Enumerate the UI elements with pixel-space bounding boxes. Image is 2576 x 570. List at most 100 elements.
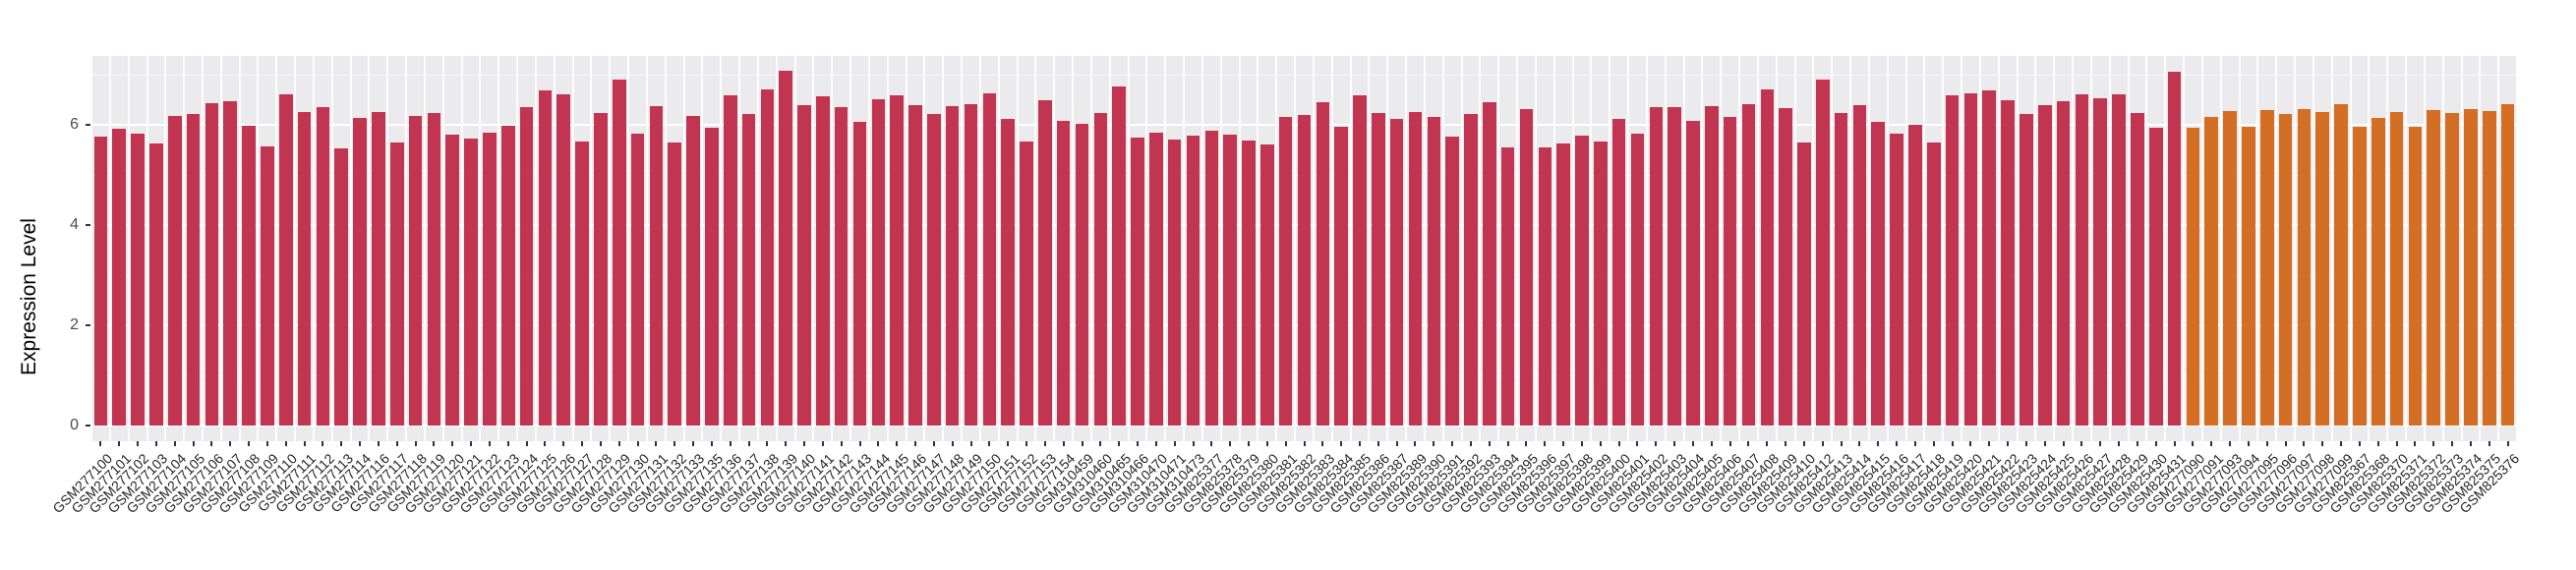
bar-GSM825423 [2020,114,2033,426]
vertical-gridline [978,56,981,441]
vertical-gridline [720,56,723,441]
x-tick-mark [1785,441,1787,446]
bar-GSM277128 [594,112,608,426]
bar-GSM825430 [2148,128,2163,426]
vertical-gridline [1534,56,1537,441]
x-tick-mark [673,441,676,446]
x-tick-mark [2488,441,2490,446]
x-tick-mark [2340,441,2343,446]
vertical-gridline [349,56,352,441]
vertical-gridline [1238,56,1241,441]
vertical-gridline [1904,56,1907,441]
vertical-gridline [793,56,796,441]
vertical-gridline [627,56,630,441]
vertical-gridline [1552,56,1555,441]
vertical-gridline [571,56,574,441]
vertical-gridline [2275,56,2278,441]
bar-GSM825395 [1519,108,1534,426]
x-tick-mark [137,441,140,446]
bar-GSM825368 [2371,117,2385,426]
x-tick-mark [173,441,176,446]
vertical-gridline [1405,56,1408,441]
bar-GSM825370 [2389,111,2404,426]
x-tick-mark [766,441,769,446]
bar-GSM825431 [2167,71,2182,426]
x-tick-mark [821,441,824,446]
x-tick-mark [655,441,658,446]
bar-GSM825427 [2093,97,2108,426]
vertical-gridline [1756,56,1759,441]
x-tick-mark [1913,441,1916,446]
y-axis-title: Expression Level [18,218,40,375]
bar-GSM277118 [408,116,423,426]
vertical-gridline [1349,56,1352,441]
bar-GSM825405 [1705,105,1719,426]
x-tick-mark [1840,441,1843,446]
vertical-gridline [2053,56,2056,441]
bar-GSM825409 [1779,107,1792,426]
bar-GSM825391 [1445,137,1459,426]
vertical-gridline [886,56,889,441]
x-tick-mark [1636,441,1639,446]
y-tick-mark [86,425,90,427]
x-tick-mark [544,441,547,446]
bar-GSM277153 [1038,100,1052,426]
vertical-gridline [441,56,444,441]
x-tick-mark [2321,441,2324,446]
bar-GSM825396 [1538,146,1552,426]
x-tick-mark [1081,441,1083,446]
vertical-gridline [423,56,426,441]
x-tick-mark [785,441,788,446]
vertical-gridline [479,56,482,441]
vertical-gridline [1738,56,1741,441]
x-tick-mark [2210,441,2213,446]
x-tick-mark [395,441,398,446]
vertical-gridline [460,56,463,441]
x-tick-mark [969,441,972,446]
bar-GSM825428 [2112,93,2126,426]
bar-GSM825419 [1945,95,1960,426]
bar-GSM825429 [2131,113,2144,426]
bar-GSM825413 [1834,112,1848,426]
vertical-gridline [2368,56,2371,441]
x-tick-mark [2024,441,2027,446]
vertical-gridline [2200,56,2203,441]
vertical-gridline [905,56,907,441]
bar-GSM825374 [2464,109,2478,426]
vertical-gridline [2423,56,2426,441]
bar-GSM277125 [538,90,553,426]
vertical-gridline [2108,56,2111,441]
x-tick-mark [1025,441,1028,446]
bar-GSM277124 [519,106,534,426]
vertical-gridline [1053,56,1056,441]
bar-GSM825384 [1334,126,1348,426]
vertical-gridline [1961,56,1963,441]
bar-GSM277108 [242,125,256,426]
y-tick-mark [86,324,90,326]
x-tick-mark [877,441,880,446]
bar-GSM277139 [779,71,792,426]
bar-GSM825406 [1723,116,1737,426]
x-tick-mark [1747,441,1750,446]
bar-GSM277110 [278,94,293,426]
x-tick-mark [840,441,843,446]
x-tick-mark [451,441,454,446]
bar-GSM277107 [223,101,238,426]
x-tick-mark [229,441,232,446]
x-tick-mark [1488,441,1491,446]
vertical-gridline [2479,56,2482,441]
bar-GSM277095 [2259,110,2274,426]
x-tick-mark [1691,441,1694,446]
x-tick-mark [1303,441,1306,446]
x-tick-mark [896,441,899,446]
vertical-gridline [2219,56,2222,441]
bar-GSM825379 [1242,140,1256,426]
bar-GSM310466 [1131,138,1144,426]
vertical-gridline [1609,56,1611,441]
vertical-gridline [1108,56,1111,441]
bar-GSM310465 [1112,86,1126,426]
bar-GSM825383 [1316,102,1330,426]
vertical-gridline [2183,56,2186,441]
x-tick-mark [1877,441,1880,446]
bar-GSM277141 [816,96,830,426]
